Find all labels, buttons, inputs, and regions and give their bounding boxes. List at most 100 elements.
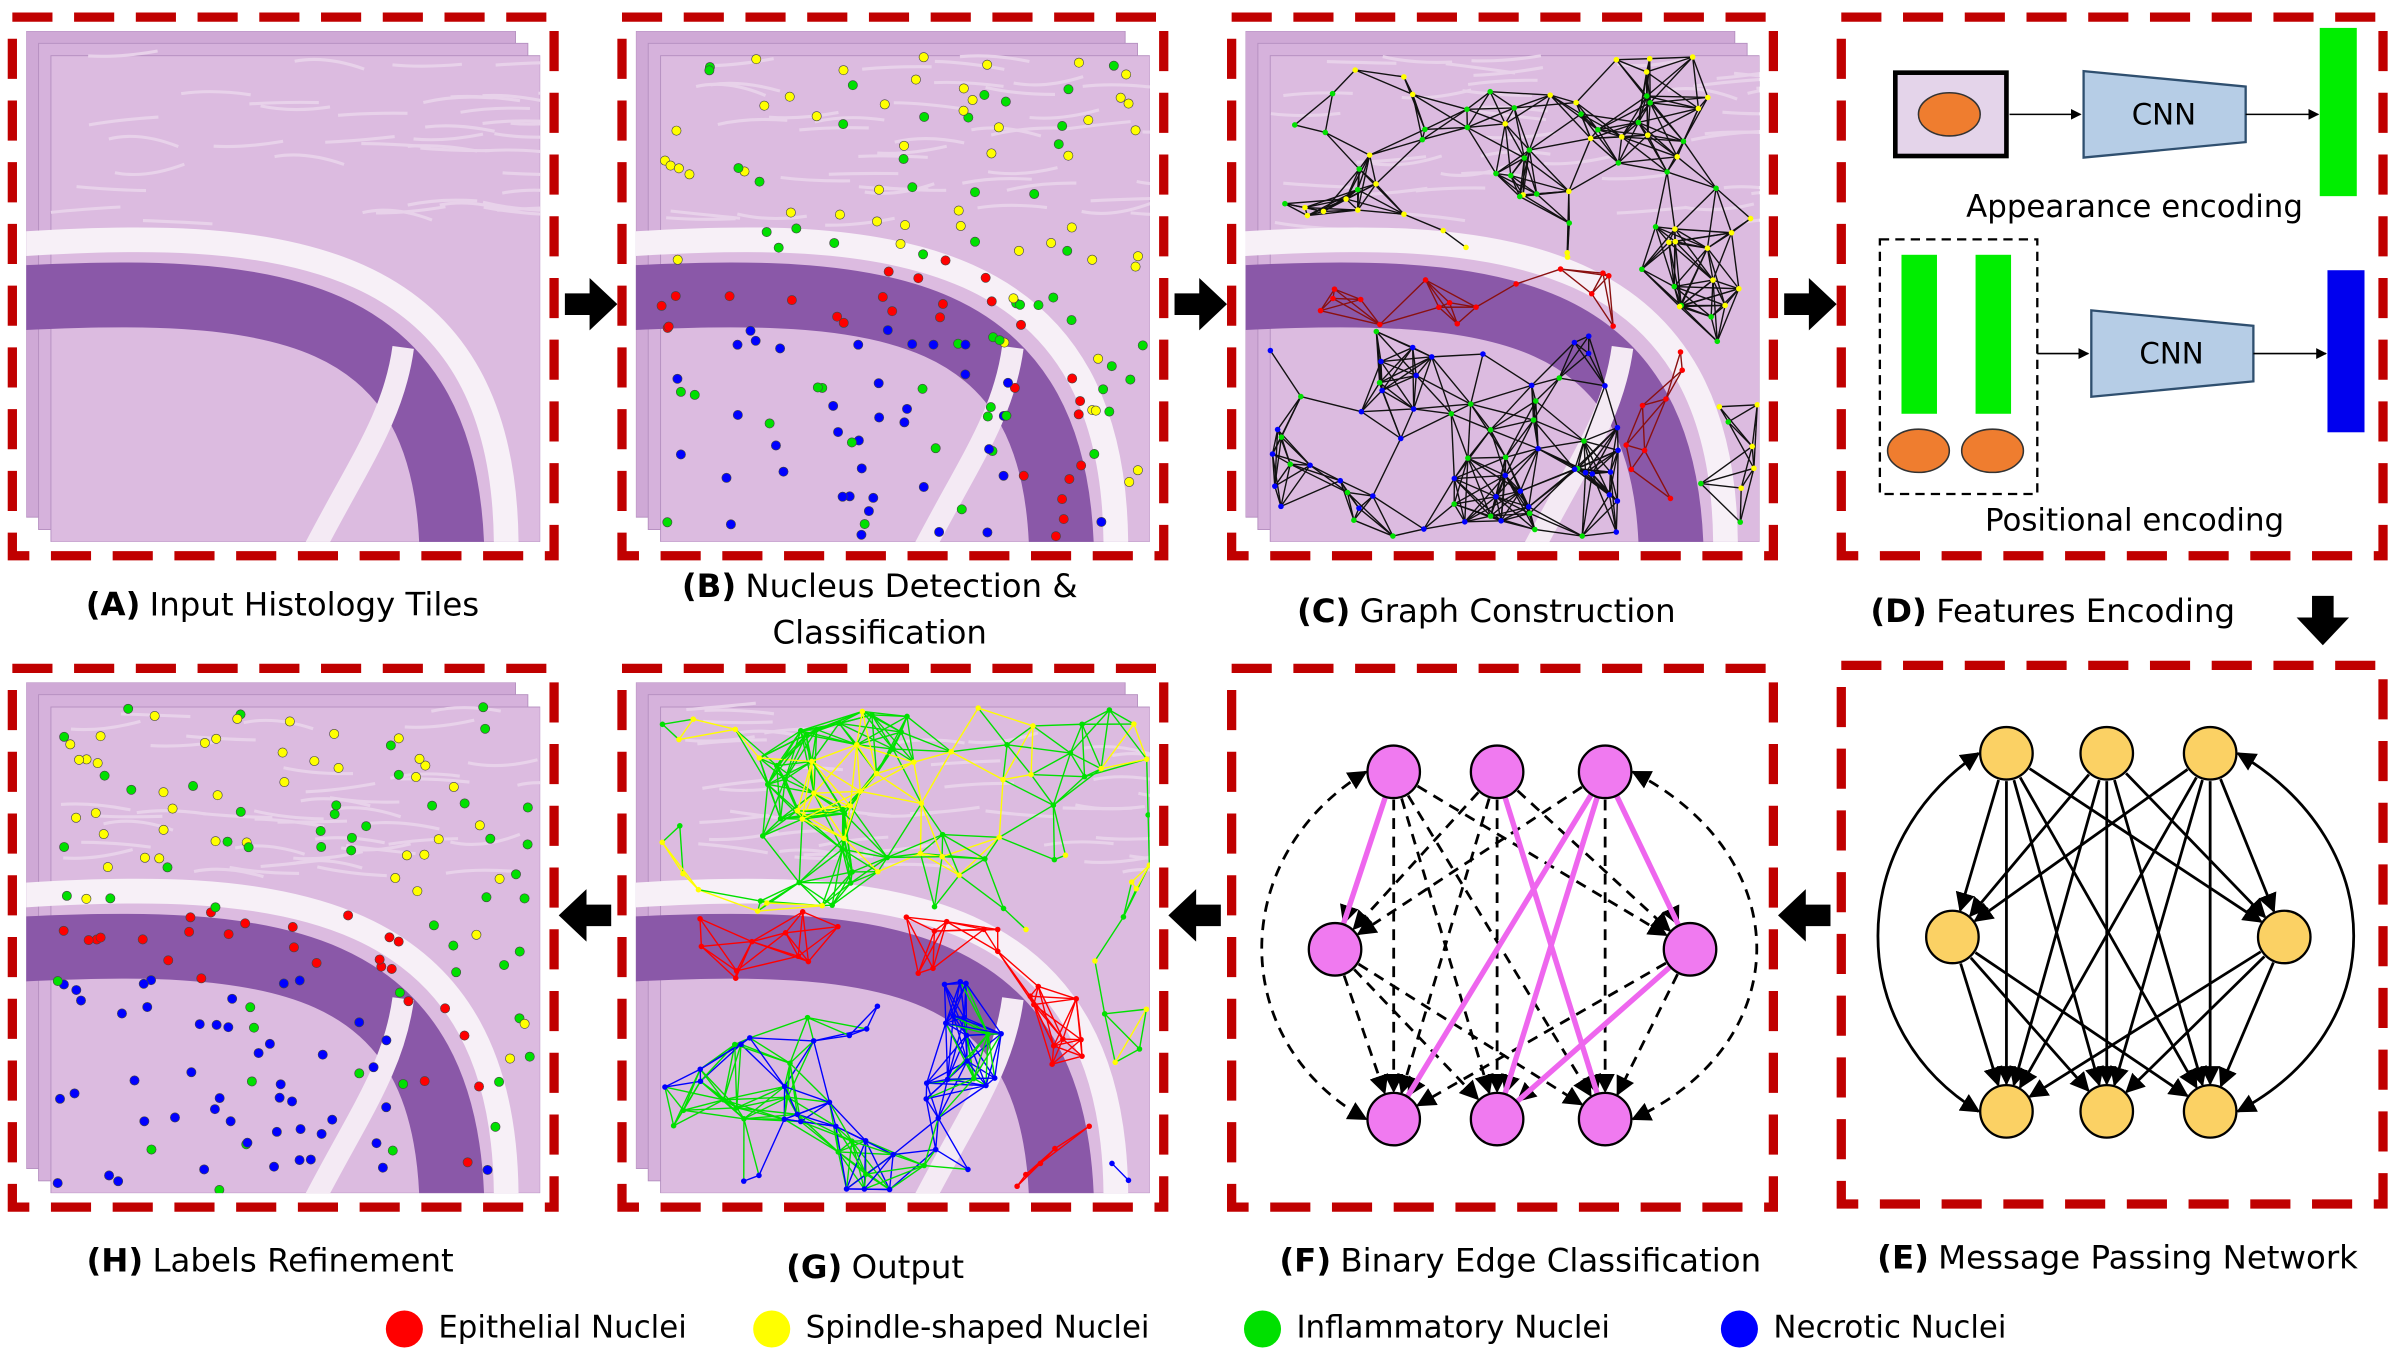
graph-node [1304, 212, 1311, 219]
nucleus [1083, 115, 1094, 126]
graph-edge [1070, 752, 1102, 770]
graph-edge [1625, 444, 1645, 452]
graph-edge [994, 1033, 1002, 1079]
graph-node [1287, 461, 1294, 467]
nucleus [812, 382, 823, 393]
graph-edge [1347, 491, 1373, 497]
lumen [635, 227, 1129, 542]
graph-node [1469, 744, 1525, 800]
graph-edge [965, 983, 1002, 1035]
graph-edge [1637, 102, 1651, 123]
nucleus [1075, 396, 1086, 406]
graph-edge [983, 928, 999, 952]
nucleus [277, 747, 288, 758]
graph-edge [947, 1033, 989, 1080]
graph-edge [1625, 398, 1667, 446]
graph-edge [906, 916, 947, 923]
graph-node [886, 1186, 893, 1193]
graph-edge [1504, 123, 1525, 159]
nucleus [393, 733, 404, 744]
panel-frame [617, 12, 1169, 561]
nucleus [343, 910, 354, 921]
stroma-fiber [704, 708, 775, 716]
graph-edge [1053, 1045, 1083, 1057]
graph-edge [1590, 121, 1639, 140]
graph-edge [1062, 1038, 1083, 1057]
stroma-fiber [88, 115, 159, 127]
graph-node [941, 981, 948, 988]
stroma-fiber [361, 141, 431, 149]
nucleus [154, 853, 165, 864]
nucleus [401, 850, 412, 861]
nucleus [979, 89, 990, 100]
panel-letter: (C) [1297, 592, 1350, 630]
graph-node [810, 1038, 817, 1044]
nucleus [984, 444, 995, 455]
graph-edge [1504, 474, 1521, 492]
graph-edge [886, 833, 943, 859]
nucleus [1106, 361, 1117, 372]
nucleus [1014, 245, 1024, 256]
nucleus [90, 808, 101, 818]
graph-edge [1290, 463, 1341, 482]
graph-edge [1424, 108, 1468, 131]
stroma-fiber [114, 162, 185, 177]
nucleus [1003, 377, 1013, 388]
graph-node [1667, 495, 1674, 502]
graph-node [1409, 91, 1416, 98]
graph-edge [892, 748, 923, 804]
nucleus [289, 942, 299, 953]
nucleus [1132, 465, 1143, 476]
graph-edge [743, 1118, 760, 1176]
graph-edge [1549, 94, 1599, 131]
graph-edge [1514, 94, 1551, 109]
graph-edge [1490, 429, 1539, 450]
nucleus [1096, 516, 1107, 527]
graph-edge [749, 1037, 814, 1042]
nucleus [243, 842, 254, 853]
graph-edge [973, 1033, 1002, 1079]
graph-node [1401, 74, 1407, 80]
graph-node [670, 1122, 677, 1129]
graph-edge [1674, 241, 1714, 281]
nucleus [918, 52, 929, 63]
graph-node [1128, 879, 1135, 885]
graph-node [697, 915, 703, 922]
graph-edge [1591, 275, 1610, 295]
graph-edge [1510, 174, 1570, 193]
graph-node [756, 1172, 762, 1179]
graph-edge [835, 1126, 848, 1190]
inner-lumen [1524, 345, 1634, 542]
graph-node [1436, 304, 1442, 311]
graph-edge [1379, 356, 1433, 384]
graph-edge [1647, 134, 1668, 173]
nucleus-patch [1917, 91, 1981, 137]
nucleus [733, 163, 744, 173]
graph-edge [945, 983, 967, 1024]
graph-edge [1032, 723, 1083, 727]
nucleus [960, 369, 971, 380]
graph-edge [1052, 752, 1072, 806]
stroma-fiber [329, 796, 400, 804]
graph-node [738, 1041, 744, 1048]
graph-edge [1700, 445, 1753, 485]
graph-node [741, 1116, 747, 1122]
graph-edge [945, 1022, 1002, 1035]
graph-edge [866, 1005, 879, 1030]
nucleus [934, 527, 945, 537]
nucleus [104, 1170, 115, 1181]
graph-node [1610, 323, 1616, 329]
graph-edge [1467, 404, 1472, 459]
graph-edge [1528, 149, 1570, 192]
graph-edge [849, 805, 888, 858]
graph-edge [1621, 95, 1648, 138]
graph-edge [837, 1151, 865, 1190]
graph-edge [941, 834, 960, 876]
graph-node [1274, 426, 1281, 433]
graph-node [923, 1096, 929, 1102]
nucleus [928, 339, 939, 350]
stroma-fiber [1601, 172, 1672, 181]
nucleus [142, 1002, 153, 1012]
graph-node [784, 1094, 791, 1100]
graph-node [849, 1138, 855, 1144]
